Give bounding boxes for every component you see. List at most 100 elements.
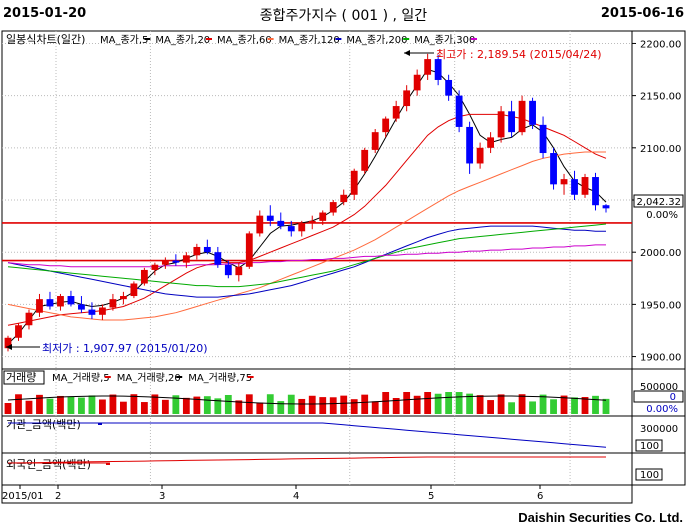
ma120-line (7, 225, 606, 298)
candle-body (550, 153, 557, 185)
volume-bar (235, 400, 243, 414)
x-tick-label: 2015/01 (2, 491, 44, 502)
candles (4, 53, 610, 352)
candle-body (256, 215, 264, 234)
volume-bar (25, 400, 33, 414)
institution-line (8, 422, 607, 448)
volume-value-box (633, 390, 684, 403)
candle-body (15, 325, 22, 338)
volume-bar (298, 398, 306, 414)
volume-bar (350, 399, 358, 414)
foreign-box-value: 100 (640, 470, 659, 481)
institution-legend-title: 기관_금액(백만) (6, 418, 81, 431)
candle-body (497, 111, 505, 138)
volume-current: 0 (670, 392, 676, 403)
volume-bar (403, 392, 411, 414)
x-axis-labels: 2015/01 2 3 4 5 6 (2, 485, 543, 502)
volume-bar (172, 395, 180, 414)
volume-bar (78, 397, 85, 414)
candle-body (308, 220, 316, 223)
y-tick-label: 2200.00 (640, 39, 681, 50)
candle-body (298, 222, 306, 232)
candle-body (350, 170, 358, 195)
ma-legend-label: MA_종가,20 (155, 34, 210, 46)
volume-legend-box (3, 370, 45, 385)
ma-legend: MA_종가,5 MA_종가,20 MA_종가,60 MA_종가,120 MA_종가,20… (100, 34, 477, 46)
x-tick-label: 4 (293, 491, 299, 502)
start-date: 2015-01-20 (3, 6, 87, 21)
ma200-line (7, 223, 607, 288)
ma-legend-label: MA_종가,5 (100, 34, 148, 46)
volume-bar (560, 395, 568, 414)
candle-body (455, 95, 463, 127)
chart-title: 종합주가지수 ( 001 ) , 일간 (259, 8, 428, 24)
chart-header: 2015-01-20 종합주가지수 ( 001 ) , 일간 2015-06-1… (0, 0, 687, 30)
candle-body (319, 212, 327, 221)
volume-bar (371, 401, 379, 414)
y-tick-label: 1900.00 (640, 353, 681, 364)
volume-bar (497, 394, 505, 414)
candle-body (403, 90, 411, 107)
ma20-line (7, 113, 607, 326)
candle-body (140, 269, 148, 284)
volume-bar (340, 395, 348, 414)
candle-body (109, 299, 117, 308)
volume-bar (119, 401, 127, 414)
candle-body (518, 100, 526, 133)
candle-body (67, 296, 75, 305)
volume-bar (109, 394, 117, 414)
volume-bar (466, 393, 474, 414)
volume-legend-title: 거래량 (6, 371, 36, 384)
candle-body (413, 74, 421, 91)
candle-body (25, 312, 33, 326)
volume-bar (592, 395, 599, 414)
volume-bar (214, 398, 222, 414)
brand-footer: Daishin Securities Co. Ltd. (518, 510, 683, 525)
volume-bar (508, 402, 515, 414)
institution-panel (1, 415, 633, 454)
ma300-line (7, 244, 606, 268)
volume-ma-line (7, 395, 607, 405)
volume-bar (361, 394, 369, 414)
candle-body (99, 307, 106, 315)
current-pct: 0.00% (646, 210, 678, 221)
volume-bar (161, 399, 169, 414)
foreign-line (7, 456, 606, 464)
candle-body (224, 264, 232, 276)
candle-body (78, 304, 85, 310)
high-label: 최고가 : 2,189.54 (2015/04/24) (436, 48, 602, 61)
ma-legend-label: MA_종가,300 (414, 34, 475, 46)
volume-bar (529, 401, 536, 414)
candle-body (560, 179, 568, 185)
candle-body (193, 246, 201, 256)
volume-bar (455, 392, 463, 414)
candle-body (245, 233, 253, 267)
foreign-panel (1, 452, 633, 486)
volume-bar (46, 398, 54, 414)
y-tick-label: 2000.00 (640, 248, 681, 259)
volume-bar (319, 397, 327, 414)
volume-bar (550, 399, 557, 414)
candle-body (392, 106, 400, 119)
candle-body (445, 79, 453, 96)
volume-bar (382, 392, 390, 414)
volume-bar (88, 395, 96, 414)
candle-body (581, 177, 589, 195)
candle-body (203, 246, 211, 253)
candle-body (382, 118, 390, 133)
institution-tick: 300000 (640, 424, 678, 435)
volume-bar (256, 402, 264, 414)
y-tick-label: 1950.00 (640, 300, 681, 311)
institution-box (635, 439, 663, 452)
candle-body (88, 309, 96, 315)
moving-averages (7, 68, 607, 345)
volume-bar (99, 399, 106, 414)
volume-bar (581, 397, 589, 414)
volume-bar (434, 393, 442, 414)
volume-bar (329, 397, 337, 414)
candle-body (119, 296, 127, 300)
candle-body (424, 59, 432, 75)
volume-bar (424, 392, 432, 414)
volume-bar (277, 401, 285, 414)
